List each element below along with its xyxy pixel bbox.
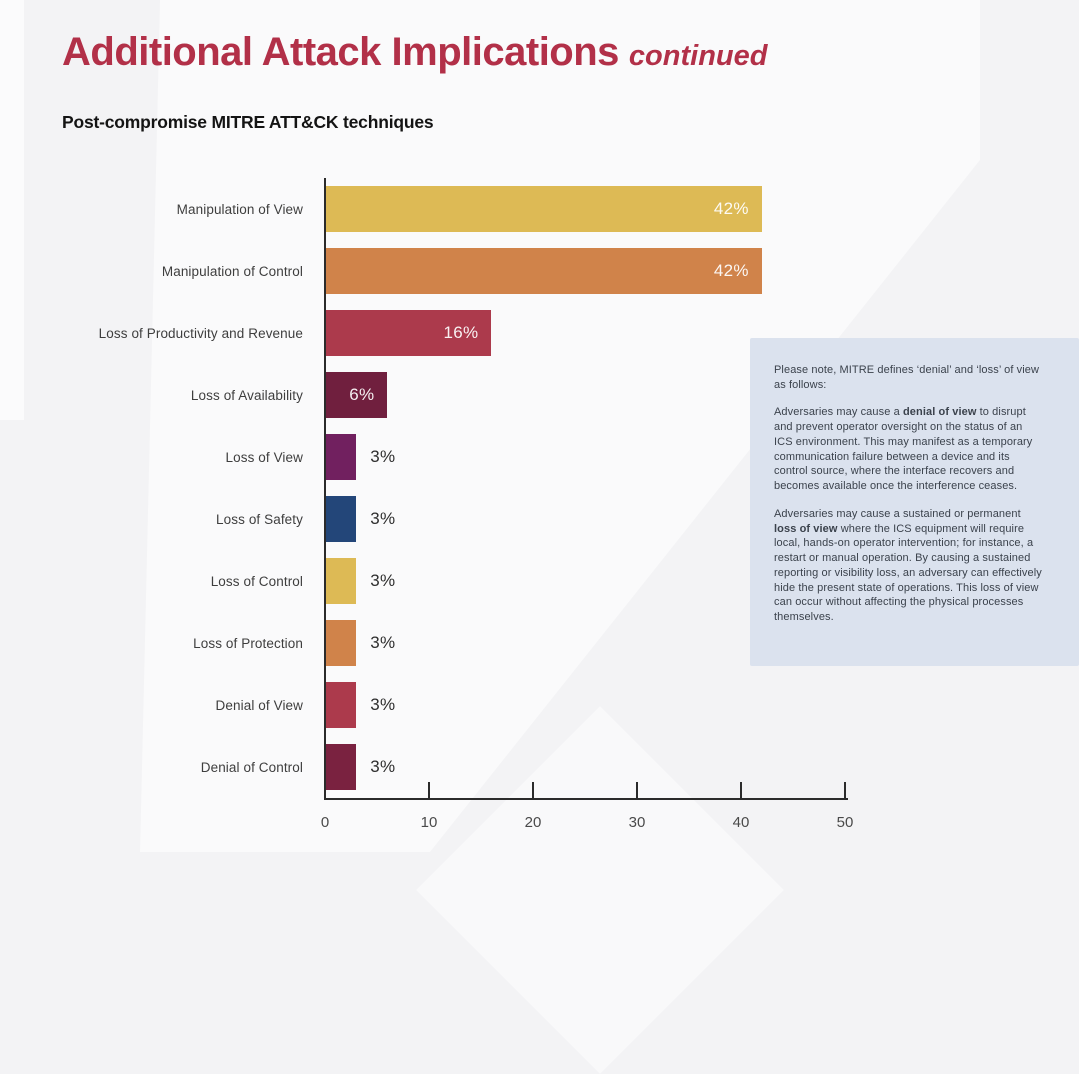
bar-chart: Manipulation of View 42% Manipulation of C… bbox=[60, 178, 1020, 843]
x-tick-label: 20 bbox=[524, 814, 542, 831]
note-paragraph: Adversaries may cause a sustained or per… bbox=[774, 507, 1043, 625]
chart-title: Post-compromise MITRE ATT&CK techniques bbox=[62, 112, 434, 132]
page-title-suffix: continued bbox=[628, 40, 768, 72]
value-label: 3% bbox=[370, 757, 396, 776]
bar-row: Denial of Control 3% bbox=[60, 736, 1020, 798]
bar bbox=[325, 744, 357, 790]
note-text-bold: loss of view bbox=[774, 522, 838, 535]
x-tick-label: 10 bbox=[420, 814, 438, 831]
bar-track: 3% bbox=[325, 434, 845, 480]
bar-row: Loss of Availability 6% bbox=[60, 364, 1020, 426]
value-label: 42% bbox=[713, 199, 749, 218]
value-label: 3% bbox=[370, 447, 396, 466]
note-text: to disrupt and prevent operator oversigh… bbox=[774, 406, 1033, 493]
value-label: 16% bbox=[443, 323, 479, 342]
x-tick-label: 30 bbox=[628, 814, 646, 831]
category-label: Denial of View bbox=[215, 697, 303, 713]
background-left-strip bbox=[0, 0, 24, 420]
bar bbox=[325, 682, 357, 728]
note-text: Adversaries may cause a sustained or per… bbox=[774, 507, 1021, 520]
note-text: Please note, MITRE defines ‘denial’ and … bbox=[774, 364, 1040, 391]
category-label: Loss of Protection bbox=[193, 635, 303, 651]
value-label: 3% bbox=[370, 695, 396, 714]
x-tick-label: 0 bbox=[320, 814, 330, 831]
bar bbox=[325, 558, 357, 604]
bar-row: Loss of Safety 3% bbox=[60, 488, 1020, 550]
bar-rows: Manipulation of View 42% Manipulation of C… bbox=[60, 178, 1020, 798]
bar: 42% bbox=[325, 186, 762, 232]
bar-row: Loss of View 3% bbox=[60, 426, 1020, 488]
bar bbox=[325, 434, 357, 480]
bar-row: Loss of Productivity and Revenue 16% bbox=[60, 302, 1020, 364]
bar-track: 3% bbox=[325, 744, 845, 790]
value-label: 3% bbox=[370, 633, 396, 652]
note-paragraph: Please note, MITRE defines ‘denial’ and … bbox=[774, 363, 1043, 392]
category-label: Loss of Control bbox=[210, 573, 303, 589]
bar-row: Loss of Control 3% bbox=[60, 550, 1020, 612]
x-tick-label: 50 bbox=[836, 814, 854, 831]
page-title: Additional Attack Implications continued bbox=[62, 30, 767, 75]
x-axis-line bbox=[324, 798, 848, 800]
bar bbox=[325, 496, 357, 542]
x-tick-mark bbox=[428, 782, 430, 798]
note-text: Adversaries may cause a bbox=[774, 406, 903, 419]
bar: 6% bbox=[325, 372, 388, 418]
x-tick-mark bbox=[844, 782, 846, 798]
bar-row: Loss of Protection 3% bbox=[60, 612, 1020, 674]
page-title-text: Additional Attack Implications bbox=[62, 30, 619, 74]
note-box: Please note, MITRE defines ‘denial’ and … bbox=[750, 338, 1079, 666]
value-label: 3% bbox=[370, 509, 396, 528]
category-label: Loss of Safety bbox=[216, 511, 303, 527]
category-label: Loss of Availability bbox=[190, 387, 303, 403]
bar-track: 42% bbox=[325, 248, 845, 294]
category-label: Manipulation of Control bbox=[161, 263, 303, 279]
bar-track: 42% bbox=[325, 186, 845, 232]
bar-track: 3% bbox=[325, 558, 845, 604]
y-axis-line bbox=[324, 178, 326, 800]
bar-row: Manipulation of Control 42% bbox=[60, 240, 1020, 302]
value-label: 42% bbox=[713, 261, 749, 280]
category-label: Loss of View bbox=[225, 449, 303, 465]
note-paragraph: Adversaries may cause a denial of view t… bbox=[774, 405, 1043, 493]
bar-track: 6% bbox=[325, 372, 845, 418]
bar-track: 3% bbox=[325, 620, 845, 666]
note-text-bold: denial of view bbox=[902, 406, 977, 419]
x-tick-mark bbox=[636, 782, 638, 798]
bar: 16% bbox=[325, 310, 492, 356]
category-label: Loss of Productivity and Revenue bbox=[98, 325, 303, 341]
note-text: where the ICS equipment will require loc… bbox=[774, 522, 1042, 624]
bar-row: Manipulation of View 42% bbox=[60, 178, 1020, 240]
category-label: Manipulation of View bbox=[176, 201, 303, 217]
bar bbox=[325, 620, 357, 666]
value-label: 3% bbox=[370, 571, 396, 590]
x-tick-mark bbox=[740, 782, 742, 798]
bar-row: Denial of View 3% bbox=[60, 674, 1020, 736]
bar-track: 3% bbox=[325, 682, 845, 728]
category-label: Denial of Control bbox=[200, 759, 303, 775]
x-tick-mark bbox=[532, 782, 534, 798]
bar-track: 3% bbox=[325, 496, 845, 542]
bar-track: 16% bbox=[325, 310, 845, 356]
bar: 42% bbox=[325, 248, 762, 294]
value-label: 6% bbox=[349, 385, 375, 404]
x-tick-label: 40 bbox=[732, 814, 750, 831]
